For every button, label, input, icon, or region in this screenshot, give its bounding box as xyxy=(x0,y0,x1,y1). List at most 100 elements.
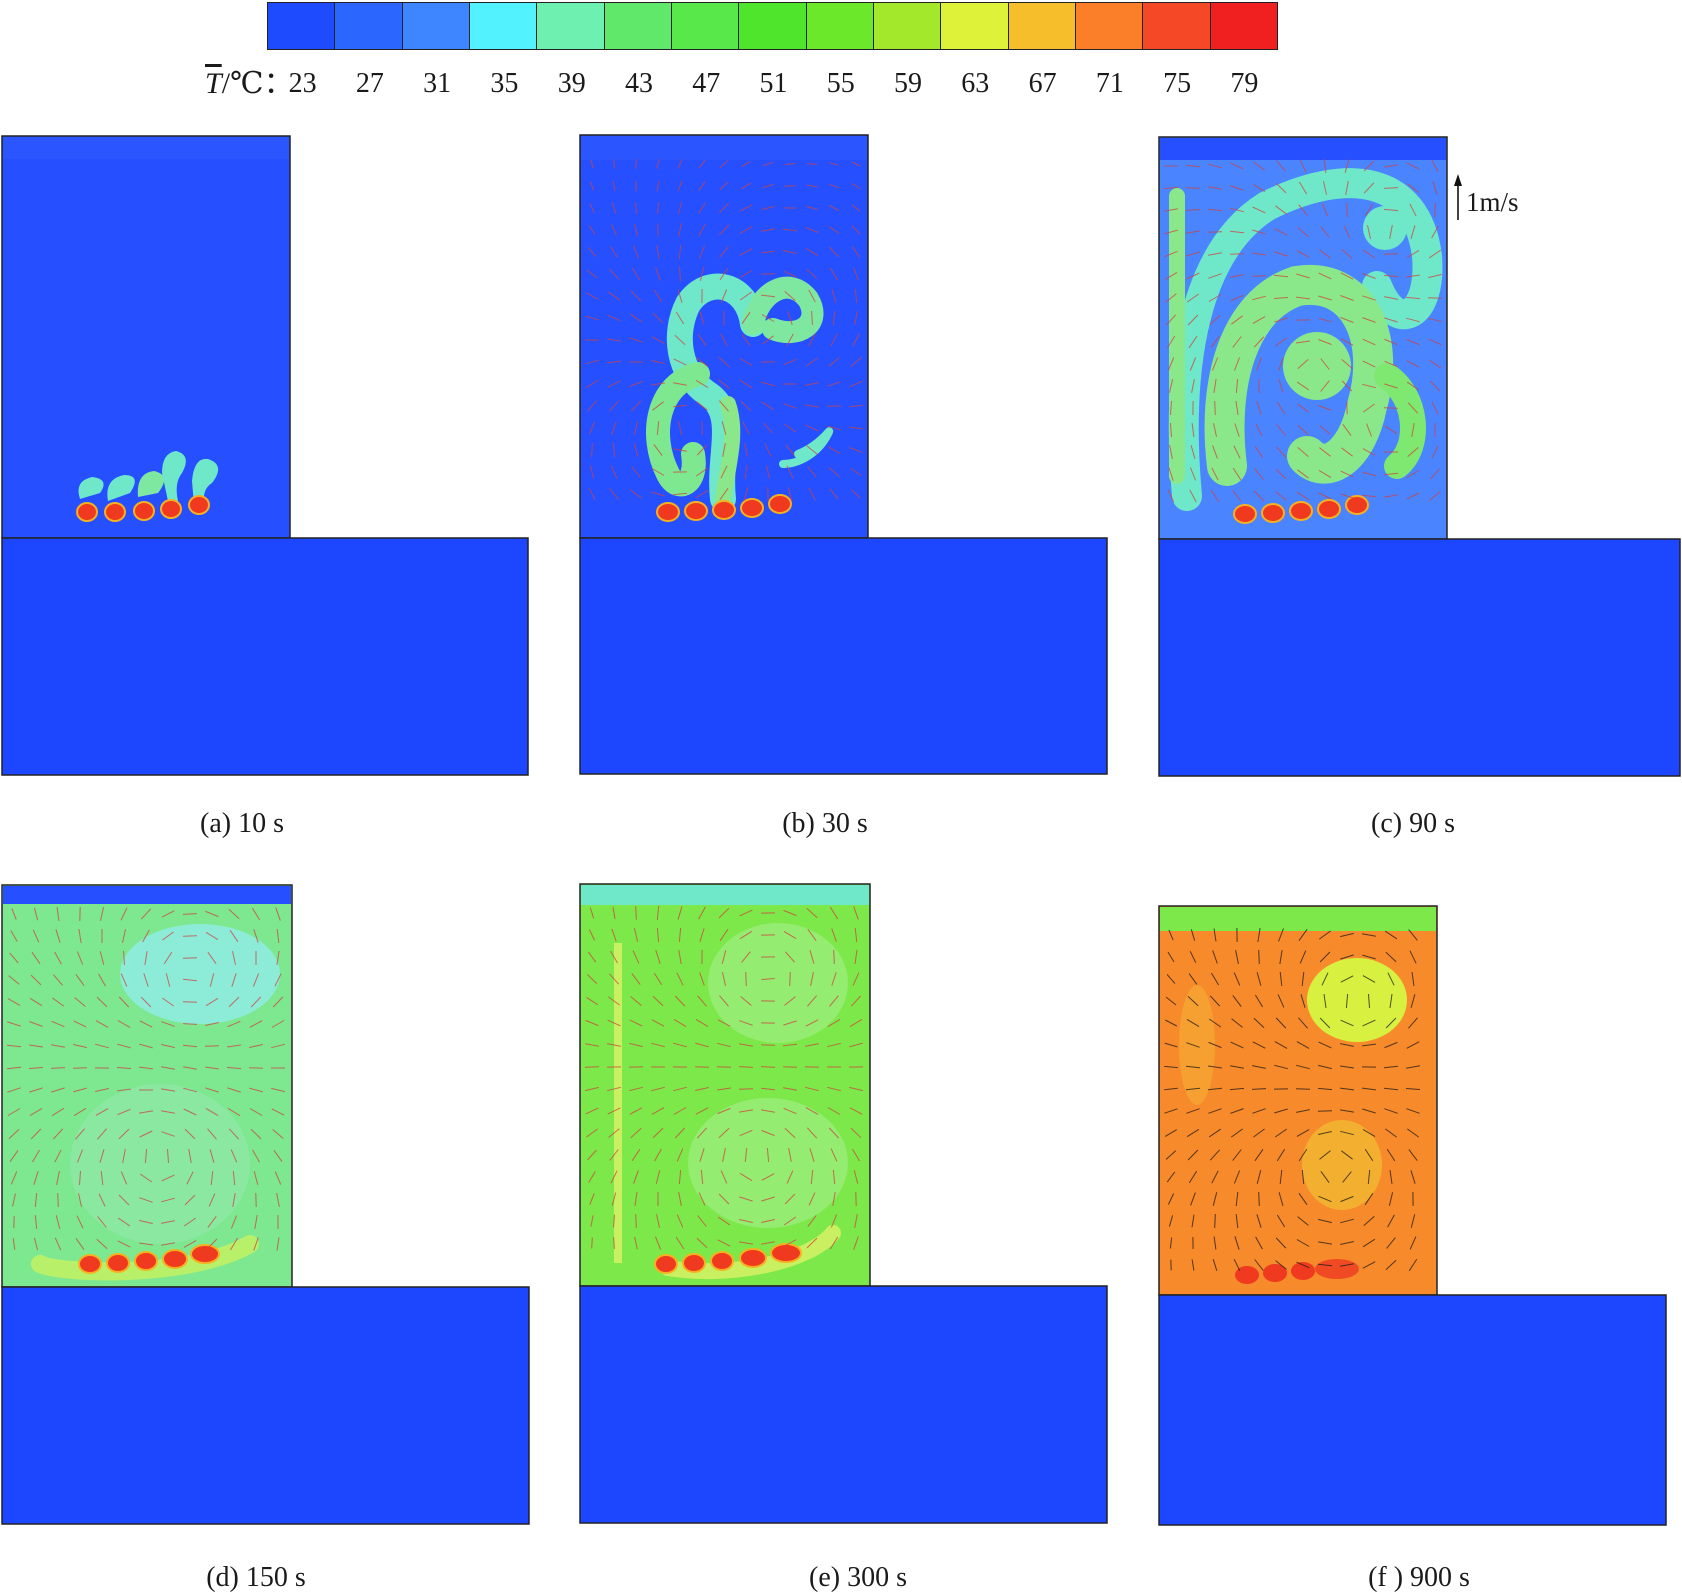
velocity-vector xyxy=(592,1238,593,1249)
colorbar-title: T/℃： xyxy=(205,64,294,104)
panel-c-top-layer xyxy=(1160,138,1446,160)
panel-d-caption: (d) 150 s xyxy=(206,1560,306,1596)
colorbar-swatch xyxy=(807,3,874,49)
panel-c-solid-block xyxy=(1159,539,1680,776)
colorbar-swatch xyxy=(1076,3,1143,49)
heater-source xyxy=(105,503,125,521)
heater-source xyxy=(163,1250,187,1268)
panel-d-top-layer xyxy=(3,886,291,904)
panel-c-caption: (c) 90 s xyxy=(1371,806,1455,842)
heater-source xyxy=(711,1252,733,1270)
cool-core xyxy=(70,1084,250,1244)
colorbar-swatch xyxy=(470,3,537,49)
velocity-vector xyxy=(790,972,791,986)
panel-a-solid-block xyxy=(2,538,528,775)
colorbar-swatch xyxy=(403,3,470,49)
colorbar-tick-label: 79 xyxy=(1230,64,1258,104)
panel-d-field xyxy=(0,884,532,1526)
heater-source xyxy=(771,1244,801,1262)
colorbar-tick-label: 63 xyxy=(961,64,989,104)
colorbar-swatch xyxy=(605,3,672,49)
colorbar-swatch xyxy=(1009,3,1076,49)
velocity-vector xyxy=(183,936,197,937)
colorbar-tick-label: 75 xyxy=(1163,64,1191,104)
colorbar-tick-label: 31 xyxy=(423,64,451,104)
panel-c-field xyxy=(1157,136,1682,778)
heater-source xyxy=(657,503,679,521)
colorbar-swatch xyxy=(739,3,806,49)
panel-f-top-layer xyxy=(1160,907,1436,931)
velocity-vector xyxy=(1259,379,1260,393)
heater-source xyxy=(1290,502,1312,520)
warm-core xyxy=(1283,332,1351,400)
heater-source xyxy=(1234,505,1256,523)
heater-source xyxy=(683,1254,705,1272)
panel-b-field xyxy=(578,134,1108,776)
warm-core xyxy=(1363,206,1407,250)
velocity-vector xyxy=(1384,254,1398,255)
velocity-vector xyxy=(183,958,197,959)
velocity-vector xyxy=(1259,950,1260,964)
cool-core xyxy=(1179,985,1215,1105)
velocity-vector xyxy=(1428,298,1442,299)
velocity-vector xyxy=(1215,401,1216,415)
velocity-vector xyxy=(785,186,796,187)
heater-source xyxy=(77,503,97,521)
heater-source xyxy=(655,1255,677,1273)
panel-b xyxy=(578,134,1108,776)
velocity-vector xyxy=(249,1068,263,1069)
colorbar-tick-label: 51 xyxy=(760,64,788,104)
panel-e-field xyxy=(578,883,1110,1525)
panel-d-solid-block xyxy=(2,1287,529,1524)
panel-f xyxy=(1157,905,1682,1527)
colorbar-tick-label: 39 xyxy=(558,64,586,104)
panel-e-solid-block xyxy=(580,1286,1107,1523)
temperature-symbol: T xyxy=(205,67,222,100)
colorbar-tick-label: 55 xyxy=(827,64,855,104)
heater-source xyxy=(161,500,181,518)
colorbar-swatch xyxy=(268,3,335,49)
temperature-unit: /℃： xyxy=(222,67,294,100)
velocity-vector xyxy=(183,1002,197,1003)
colorbar-tick-label: 43 xyxy=(625,64,653,104)
velocity-vector xyxy=(1318,1111,1332,1112)
heater-source xyxy=(1315,1259,1359,1279)
panel-c: 1m/s xyxy=(1157,136,1682,778)
colorbar-swatch xyxy=(1211,3,1277,49)
panel-e xyxy=(578,883,1110,1525)
velocity-vector xyxy=(1384,408,1398,409)
heater-source xyxy=(1346,496,1368,514)
panel-a-field xyxy=(0,135,530,777)
velocity-vector xyxy=(702,421,703,435)
velocity-vector xyxy=(717,1067,731,1068)
heater-source xyxy=(107,1254,129,1272)
heater-source xyxy=(189,496,209,514)
colorbar-tick-label: 47 xyxy=(692,64,720,104)
panel-a xyxy=(0,135,530,777)
colorbar-swatch xyxy=(537,3,604,49)
colorbar-tick-label: 35 xyxy=(490,64,518,104)
heater-source xyxy=(135,1252,157,1270)
panel-e-top-layer xyxy=(581,885,869,905)
velocity-vector xyxy=(1259,1192,1260,1206)
panel-f-caption: (f ) 900 s xyxy=(1368,1560,1470,1596)
panel-f-field xyxy=(1157,905,1682,1527)
plume-arm xyxy=(723,404,732,499)
velocity-vector xyxy=(1215,1214,1216,1228)
cool-core xyxy=(1307,958,1407,1042)
colorbar-swatch xyxy=(672,3,739,49)
panel-b-solid-block xyxy=(580,538,1107,774)
heater-source xyxy=(685,502,707,520)
heater-source xyxy=(79,1255,101,1273)
velocity-vector xyxy=(1186,188,1200,189)
colorbar-tick-label: 23 xyxy=(289,64,317,104)
panel-a-caption: (a) 10 s xyxy=(200,806,284,842)
colorbar-tick-label: 27 xyxy=(356,64,384,104)
colorbar-tick-label: 67 xyxy=(1029,64,1057,104)
velocity-vector xyxy=(58,1193,59,1207)
heater-source xyxy=(1262,504,1284,522)
colorbar-swatch xyxy=(335,3,402,49)
velocity-vector xyxy=(1347,203,1348,217)
heater-source xyxy=(769,495,791,513)
velocity-vector xyxy=(746,972,747,986)
